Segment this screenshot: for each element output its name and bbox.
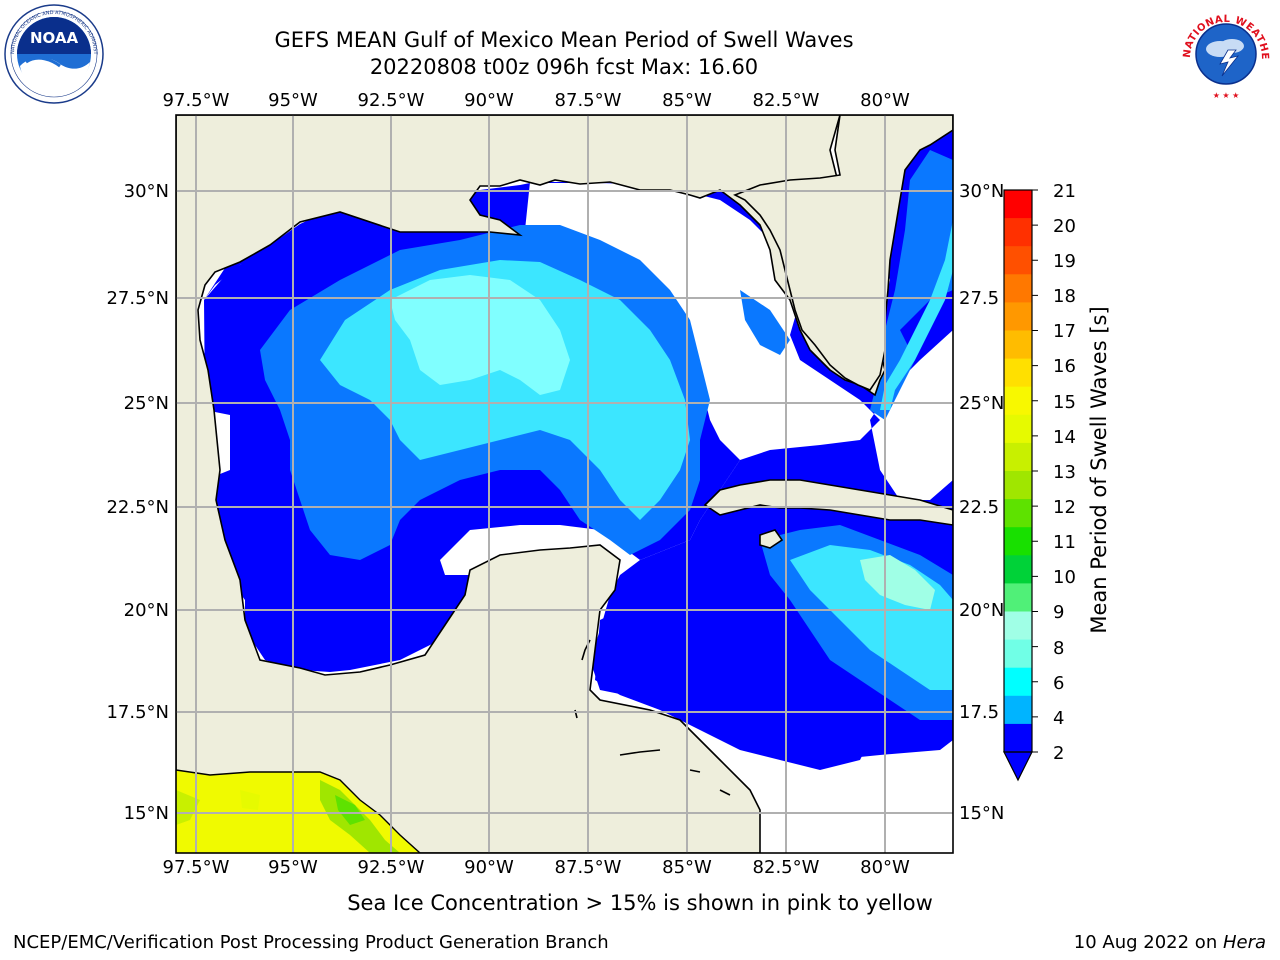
colorbar-extend-arrow <box>1003 751 1033 782</box>
lat-labels-left: 30°N 27.5°N 25°N 22.5°N 20°N 17.5°N 15°N <box>106 181 169 824</box>
lon-label: 95°W <box>268 857 318 878</box>
colorbar-tick: 21 <box>1053 181 1076 202</box>
colorbar-bin <box>1004 583 1032 612</box>
lat-label: 22.5 <box>959 497 999 518</box>
graticule <box>176 115 953 853</box>
colorbar-tick: 10 <box>1053 567 1076 588</box>
lon-labels-top: 97.5°W 95°W 92.5°W 90°W 87.5°W 85°W 82.5… <box>163 90 910 111</box>
footer-date-text: 10 Aug 2022 on <box>1073 932 1223 953</box>
lat-label: 30°N <box>124 181 169 202</box>
sea-ice-southwest <box>176 769 421 853</box>
lat-label: 22.5°N <box>106 497 169 518</box>
lon-label: 80°W <box>860 90 910 111</box>
colorbar-tick: 6 <box>1053 673 1064 694</box>
colorbar-tick: 9 <box>1053 602 1064 623</box>
colorbar-bin <box>1004 723 1032 753</box>
lat-label: 15°N <box>124 803 169 824</box>
colorbar-bin <box>1004 330 1032 360</box>
map-plot-area <box>176 115 953 853</box>
lat-label: 17.5 <box>959 702 999 723</box>
lat-labels-right: 30°N 27.5 25°N 22.5 20°N 17.5 15°N <box>959 181 1004 824</box>
lat-label: 20°N <box>124 600 169 621</box>
colorbar-tick: 20 <box>1053 216 1076 237</box>
colorbar-bin <box>1004 442 1032 472</box>
colorbar-tick: 16 <box>1053 356 1076 377</box>
lon-label: 90°W <box>464 857 514 878</box>
lon-label: 85°W <box>662 857 712 878</box>
colorbar-tick: 19 <box>1053 251 1076 272</box>
colorbar-tick: 4 <box>1053 708 1064 729</box>
lon-label: 87.5°W <box>555 857 622 878</box>
chart-subtitle: 20220808 t00z 096h fcst Max: 16.60 <box>369 55 759 79</box>
lon-label: 92.5°W <box>358 857 425 878</box>
lon-label: 82.5°W <box>753 857 820 878</box>
lon-label: 90°W <box>464 90 514 111</box>
florida <box>733 115 953 391</box>
lat-label: 27.5 <box>959 288 999 309</box>
lat-label: 25°N <box>124 393 169 414</box>
sea-ice-caption: Sea Ice Concentration > 15% is shown in … <box>347 891 933 915</box>
colorbar-bin <box>1004 414 1032 444</box>
colorbar-bin <box>1004 246 1032 275</box>
map-frame <box>175 114 954 854</box>
lon-label: 97.5°W <box>163 90 230 111</box>
colorbar-bin <box>1004 695 1032 725</box>
footer-date: 10 Aug 2022 on Hera <box>1074 932 1266 953</box>
colorbar-tick: 8 <box>1053 638 1064 659</box>
colorbar-tick: 11 <box>1053 532 1076 553</box>
lat-label: 15°N <box>959 803 1004 824</box>
colorbar-ticks: 21 20 19 18 17 16 15 14 13 12 11 10 9 8 … <box>1053 181 1076 764</box>
lon-label: 97.5°W <box>163 857 230 878</box>
colorbar-tick: 17 <box>1053 321 1076 342</box>
chart-title: GEFS MEAN Gulf of Mexico Mean Period of … <box>274 28 854 52</box>
colorbar-bin <box>1004 639 1032 669</box>
footer-credit: NCEP/EMC/Verification Post Processing Pr… <box>13 932 609 953</box>
national-weather-service-logo: NATIONAL WEATHER SERVICE ★ ★ ★ <box>1176 4 1274 102</box>
lon-label: 95°W <box>268 90 318 111</box>
colorbar-bin <box>1004 527 1032 556</box>
colorbar-bin <box>1004 274 1032 303</box>
colorbar-bin <box>1004 190 1032 219</box>
lat-label: 17.5°N <box>106 702 169 723</box>
lat-label: 30°N <box>959 181 1004 202</box>
lon-label: 92.5°W <box>358 90 425 111</box>
lat-label: 27.5°N <box>106 288 169 309</box>
colorbar-bin <box>1004 386 1032 416</box>
colorbar-bin <box>1004 611 1032 641</box>
colorbar-bin <box>1004 302 1032 331</box>
swell-field-peak <box>390 275 935 610</box>
lon-label: 80°W <box>860 857 910 878</box>
colorbar-tick: 18 <box>1053 286 1076 307</box>
colorbar <box>1004 189 1038 753</box>
colorbar-tick: 15 <box>1053 392 1076 413</box>
lon-label: 87.5°W <box>555 90 622 111</box>
colorbar-bin <box>1004 471 1032 500</box>
lon-label: 82.5°W <box>753 90 820 111</box>
noaa-logo: NOAA NATIONAL OCEANIC AND ATMOSPHERIC AD… <box>4 4 104 104</box>
lat-label: 20°N <box>959 600 1004 621</box>
footer-machine: Hera <box>1222 932 1266 953</box>
colorbar-frame <box>1003 189 1033 753</box>
lon-labels-bottom: 97.5°W 95°W 92.5°W 90°W 87.5°W 85°W 82.5… <box>163 857 910 878</box>
noaa-logo-text: NOAA <box>30 29 79 47</box>
colorbar-bin <box>1004 218 1032 247</box>
colorbar-tick: 14 <box>1053 427 1076 448</box>
colorbar-bin <box>1004 667 1032 697</box>
lat-label: 25°N <box>959 393 1004 414</box>
colorbar-label: Mean Period of Swell Waves [s] <box>1087 306 1111 633</box>
colorbar-bin <box>1004 499 1032 528</box>
colorbar-bin <box>1004 555 1032 584</box>
lon-label: 85°W <box>662 90 712 111</box>
colorbar-tick: 13 <box>1053 462 1076 483</box>
colorbar-tick: 12 <box>1053 497 1076 518</box>
colorbar-bin <box>1004 358 1032 388</box>
colorbar-tick: 2 <box>1053 743 1064 764</box>
svg-text:★ ★ ★: ★ ★ ★ <box>1213 91 1240 100</box>
